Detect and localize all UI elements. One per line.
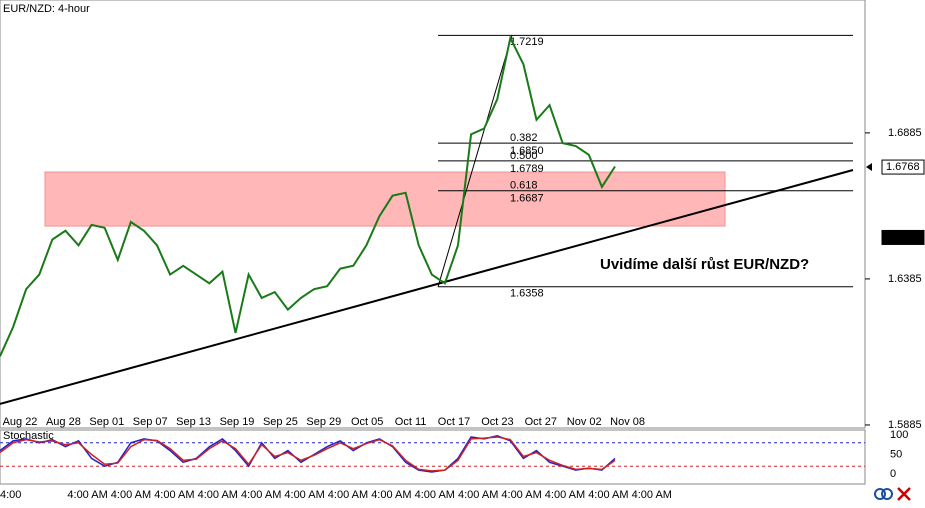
- x-time-label: 4:00 AM: [501, 489, 541, 501]
- x-date-label: Sep 19: [220, 416, 255, 428]
- swing-line: [437, 35, 513, 287]
- x-date-label: Aug 28: [46, 416, 81, 428]
- stoch-panel: [0, 429, 866, 485]
- x-date-label: Sep 25: [263, 416, 298, 428]
- price-line: [0, 34, 616, 357]
- y-tick-label: 1.5885: [888, 419, 922, 431]
- fib-label: 1.6358: [510, 288, 544, 300]
- x-time-label: 4:00 AM: [328, 489, 368, 501]
- toolbar-icons[interactable]: [874, 487, 911, 501]
- fib-label: 1.6850: [510, 145, 544, 157]
- x-date-label: Sep 07: [133, 416, 168, 428]
- price-tag-label: 1.6527: [886, 231, 920, 243]
- x-time-label: 4:00 AM: [545, 489, 585, 501]
- x-time-label: 4:00 AM: [198, 489, 238, 501]
- x-time-label: 4:00: [0, 489, 21, 501]
- x-date-label: Aug 22: [3, 416, 38, 428]
- x-date-label: Oct 05: [351, 416, 383, 428]
- x-date-label: Oct 27: [525, 416, 557, 428]
- zone: [44, 171, 726, 227]
- x-date-label: Oct 23: [481, 416, 513, 428]
- x-time-label: 4:00 AM: [458, 489, 498, 501]
- x-time-label: 4:00 AM: [632, 489, 672, 501]
- x-time-label: 4:00 AM: [415, 489, 455, 501]
- price-tag: [881, 159, 925, 175]
- chart-title: EUR/NZD: 4-hour: [3, 3, 90, 15]
- fib-ratio: 0.618: [510, 180, 538, 192]
- x-date-label: Oct 17: [438, 416, 470, 428]
- y-tick-label: 1.6885: [888, 127, 922, 139]
- fib-label: 1.6789: [510, 163, 544, 175]
- close-icon[interactable]: [897, 487, 911, 501]
- x-date-label: Oct 11: [395, 416, 427, 428]
- x-time-label: 4:00 AM: [111, 489, 151, 501]
- x-time-label: 4:00 AM: [588, 489, 628, 501]
- x-time-label: 4:00 AM: [241, 489, 281, 501]
- x-date-label: Nov 08: [610, 416, 645, 428]
- stoch-tick-label: 100: [890, 429, 908, 441]
- x-time-label: 4:00 AM: [67, 489, 107, 501]
- x-time-label: 4:00 AM: [284, 489, 324, 501]
- stoch-tick-label: 50: [890, 448, 902, 460]
- price-tag-label: 1.6768: [886, 161, 920, 173]
- stoch-title: Stochastic: [3, 430, 54, 442]
- stoch-line: [0, 436, 616, 472]
- y-tick-label: 1.6385: [888, 273, 922, 285]
- link-icon[interactable]: [881, 488, 893, 500]
- price-marker: [866, 163, 872, 172]
- fib-label: 1.7219: [510, 36, 544, 48]
- fib-label: 1.6687: [510, 193, 544, 205]
- x-date-label: Nov 02: [567, 416, 602, 428]
- link-icon[interactable]: [874, 488, 886, 500]
- x-date-label: Sep 13: [176, 416, 211, 428]
- x-date-label: Sep 29: [306, 416, 341, 428]
- fib-ratio: 0.500: [510, 150, 538, 162]
- x-date-label: Sep 01: [89, 416, 124, 428]
- price-tag: [881, 229, 925, 245]
- x-time-label: 4:00 AM: [154, 489, 194, 501]
- fib-ratio: 0.382: [510, 132, 538, 144]
- stoch-tick-label: 0: [890, 468, 896, 480]
- annotation: Uvidíme další růst EUR/NZD?: [600, 256, 809, 273]
- trendline: [0, 169, 854, 405]
- x-time-label: 4:00 AM: [371, 489, 411, 501]
